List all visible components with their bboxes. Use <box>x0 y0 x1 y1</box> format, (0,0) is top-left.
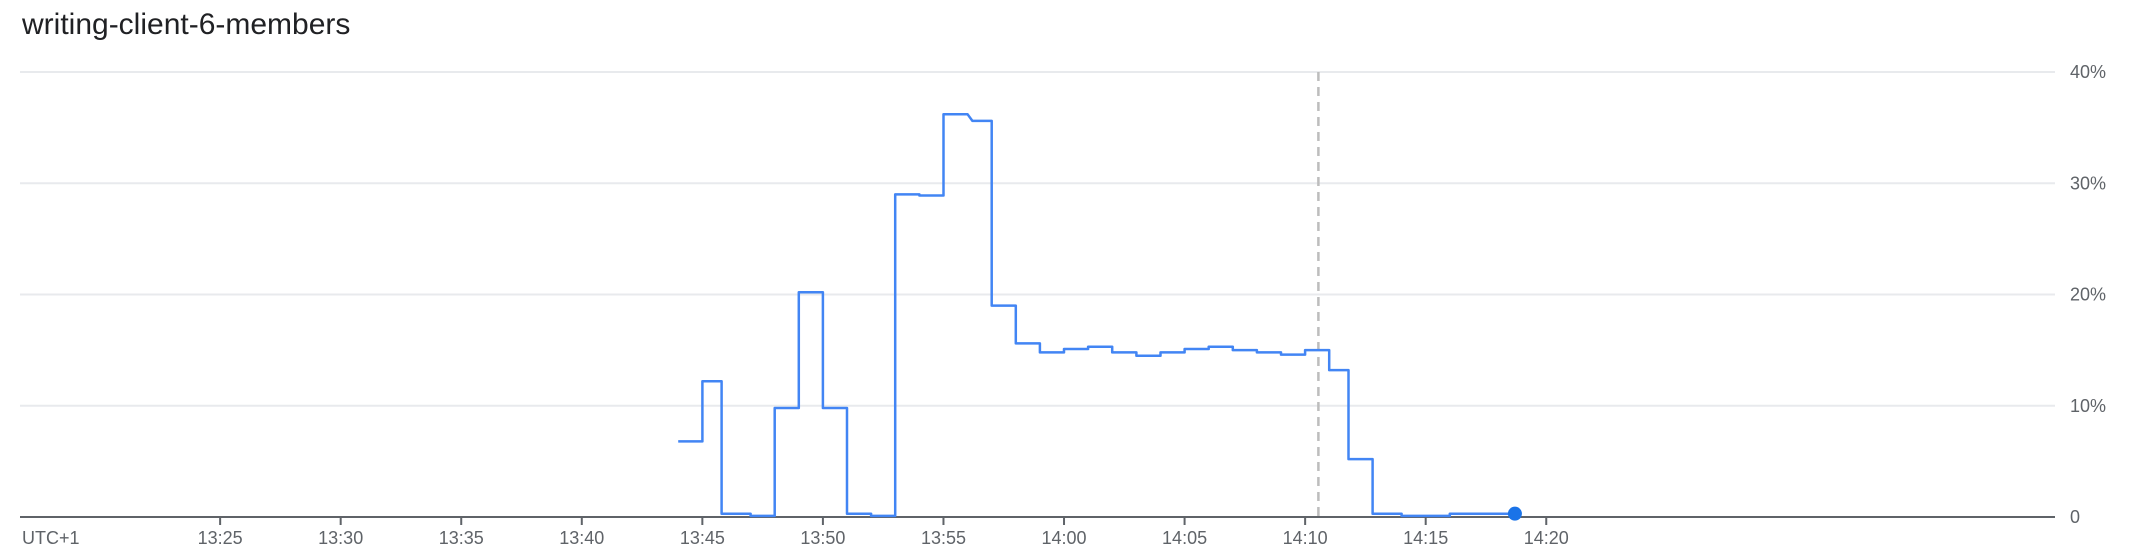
x-tick-label: 14:20 <box>1524 528 1569 548</box>
y-tick-label: 10% <box>2070 396 2106 416</box>
y-tick-label: 30% <box>2070 173 2106 193</box>
x-tick-label: 14:00 <box>1041 528 1086 548</box>
x-tick-label: 13:25 <box>198 528 243 548</box>
x-tick-label: 13:35 <box>439 528 484 548</box>
x-tick-label: 13:30 <box>318 528 363 548</box>
x-tick-label: 13:40 <box>559 528 604 548</box>
series-line[interactable] <box>678 113 1515 518</box>
x-tick-label: 13:55 <box>921 528 966 548</box>
timezone-label: UTC+1 <box>22 528 80 548</box>
x-tick-label: 14:05 <box>1162 528 1207 548</box>
x-tick-label: 14:10 <box>1283 528 1328 548</box>
x-tick-label: 14:15 <box>1403 528 1448 548</box>
y-axis-ticks: 0 10% 20% 30% 40% <box>2070 62 2106 527</box>
x-tick-label: 13:45 <box>680 528 725 548</box>
y-tick-label: 20% <box>2070 285 2106 305</box>
y-tick-label: 40% <box>2070 62 2106 82</box>
x-axis-ticks: UTC+1 13:25 13:30 13:35 13:40 13:45 13:50 13:55… <box>22 517 1569 548</box>
y-tick-label: 0 <box>2070 507 2080 527</box>
gridlines <box>20 71 2055 407</box>
chart-title: writing-client-6-members <box>22 8 351 41</box>
series-layer[interactable] <box>678 113 1522 521</box>
x-tick-label: 13:50 <box>800 528 845 548</box>
series-end-point[interactable] <box>1507 506 1522 521</box>
